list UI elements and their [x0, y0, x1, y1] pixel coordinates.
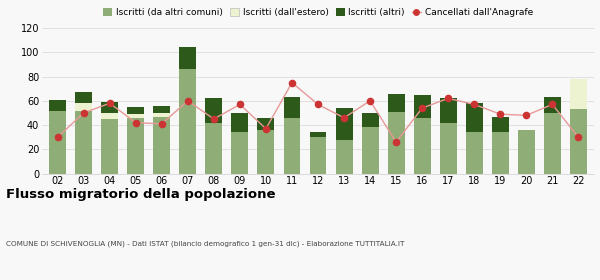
Point	[496, 112, 505, 116]
Bar	[388, 94, 404, 112]
Bar	[205, 98, 223, 123]
Point	[131, 120, 140, 125]
Point	[339, 116, 349, 120]
Bar	[257, 130, 274, 174]
Bar	[49, 111, 66, 174]
Bar	[101, 102, 118, 113]
Bar	[75, 111, 92, 174]
Bar	[75, 92, 92, 103]
Bar	[284, 118, 301, 174]
Bar	[127, 114, 144, 118]
Bar	[362, 113, 379, 127]
Point	[183, 99, 193, 103]
Point	[79, 111, 88, 115]
Bar	[101, 113, 118, 119]
Text: COMUNE DI SCHIVENOGLIA (MN) - Dati ISTAT (bilancio demografico 1 gen-31 dic) - E: COMUNE DI SCHIVENOGLIA (MN) - Dati ISTAT…	[6, 241, 404, 247]
Point	[53, 135, 62, 139]
Point	[469, 102, 479, 107]
Bar	[310, 132, 326, 137]
Point	[105, 101, 115, 106]
Point	[235, 102, 245, 107]
Point	[261, 127, 271, 131]
Bar	[232, 113, 248, 132]
Bar	[335, 140, 353, 174]
Bar	[205, 123, 223, 174]
Point	[157, 122, 167, 126]
Bar	[179, 69, 196, 174]
Bar	[388, 112, 404, 174]
Bar	[127, 107, 144, 114]
Legend: Iscritti (da altri comuni), Iscritti (dall'estero), Iscritti (altri), Cancellati: Iscritti (da altri comuni), Iscritti (da…	[100, 4, 536, 20]
Bar	[492, 116, 509, 132]
Bar	[440, 123, 457, 174]
Point	[365, 99, 375, 103]
Bar	[101, 119, 118, 174]
Bar	[466, 132, 482, 174]
Bar	[154, 116, 170, 174]
Bar	[154, 106, 170, 113]
Point	[418, 106, 427, 110]
Bar	[570, 79, 587, 109]
Point	[443, 96, 453, 101]
Bar	[154, 113, 170, 116]
Bar	[413, 95, 431, 118]
Bar	[362, 127, 379, 174]
Bar	[127, 118, 144, 174]
Point	[521, 113, 531, 118]
Bar	[232, 132, 248, 174]
Point	[391, 140, 401, 144]
Bar	[544, 97, 561, 113]
Point	[209, 117, 218, 121]
Bar	[518, 130, 535, 174]
Bar	[570, 109, 587, 174]
Point	[548, 102, 557, 107]
Bar	[49, 100, 66, 111]
Point	[313, 102, 323, 107]
Bar	[284, 97, 301, 118]
Point	[574, 135, 583, 139]
Bar	[492, 132, 509, 174]
Bar	[179, 47, 196, 69]
Bar	[310, 137, 326, 174]
Bar	[440, 98, 457, 123]
Bar	[544, 113, 561, 174]
Text: Flusso migratorio della popolazione: Flusso migratorio della popolazione	[6, 188, 275, 200]
Bar	[413, 118, 431, 174]
Bar	[257, 118, 274, 130]
Bar	[75, 103, 92, 111]
Bar	[335, 108, 353, 140]
Bar	[466, 103, 482, 132]
Point	[287, 80, 297, 85]
